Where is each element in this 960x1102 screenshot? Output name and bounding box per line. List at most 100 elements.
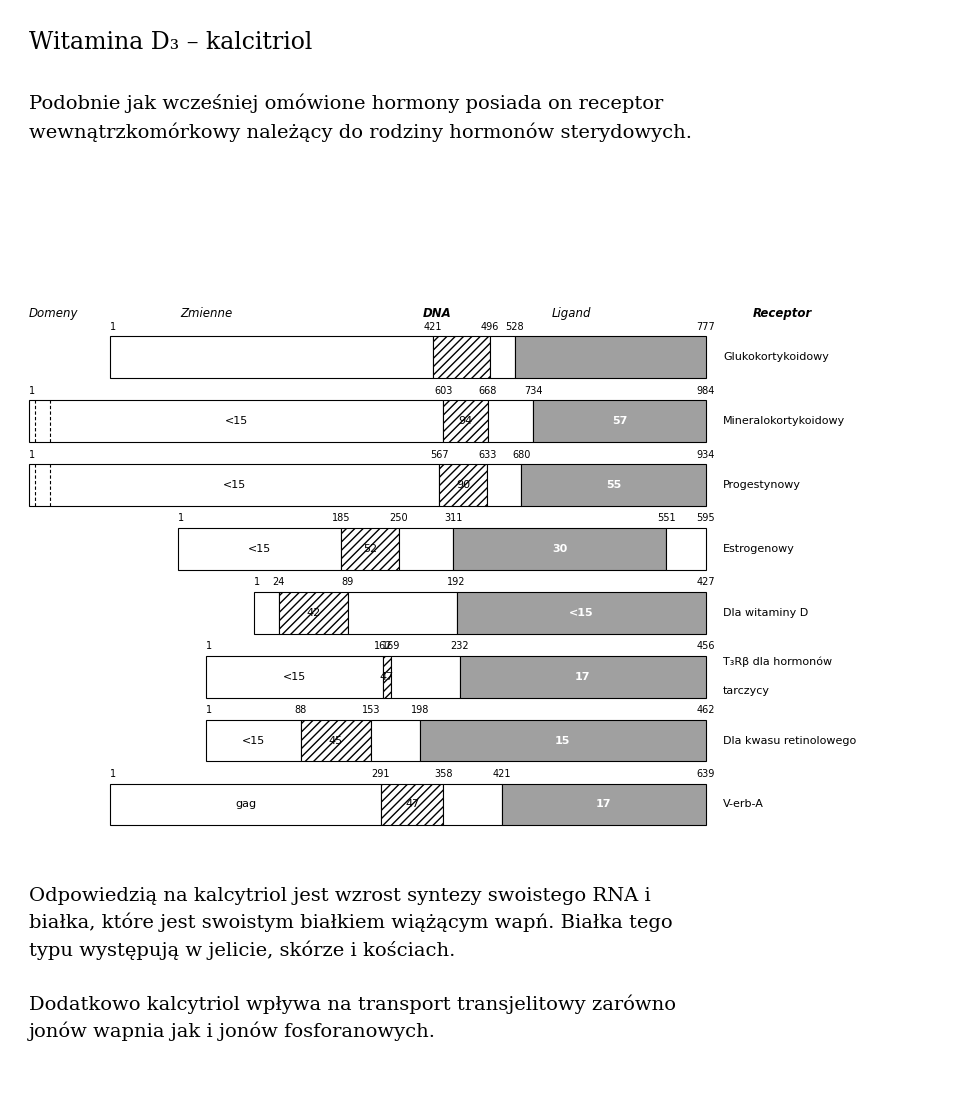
Bar	[348, 592, 457, 634]
Text: Dla kwasu retinolowego: Dla kwasu retinolowego	[723, 735, 856, 746]
Bar	[420, 720, 706, 761]
Bar	[444, 784, 502, 825]
Text: 934: 934	[696, 450, 715, 460]
Text: 15: 15	[555, 735, 570, 746]
Text: 24: 24	[273, 577, 285, 587]
Text: 639: 639	[696, 769, 715, 779]
Text: 153: 153	[362, 705, 380, 715]
Text: 94: 94	[459, 415, 472, 426]
Text: 668: 668	[479, 386, 497, 396]
Text: 90: 90	[456, 479, 470, 490]
Text: 45: 45	[328, 735, 343, 746]
Bar	[666, 528, 706, 570]
Text: 421: 421	[423, 322, 442, 332]
Text: Ligand: Ligand	[551, 306, 591, 320]
Text: 17: 17	[575, 671, 590, 682]
Text: 603: 603	[434, 386, 452, 396]
Bar	[278, 592, 348, 634]
Text: 1: 1	[178, 514, 183, 523]
Bar	[534, 400, 706, 442]
Text: 47: 47	[405, 799, 420, 810]
Text: 633: 633	[478, 450, 496, 460]
Text: 496: 496	[481, 322, 499, 332]
Text: 680: 680	[513, 450, 531, 460]
Text: 528: 528	[505, 322, 524, 332]
Text: 1: 1	[254, 577, 260, 587]
Text: Zmienne: Zmienne	[180, 306, 232, 320]
Text: 89: 89	[342, 577, 353, 587]
Text: 1: 1	[206, 641, 212, 651]
Text: 185: 185	[332, 514, 350, 523]
Text: Dla witaminy D: Dla witaminy D	[723, 607, 808, 618]
Text: 1: 1	[206, 705, 212, 715]
Text: 52: 52	[363, 543, 377, 554]
Bar	[29, 400, 444, 442]
Text: 192: 192	[447, 577, 466, 587]
Text: gag: gag	[235, 799, 256, 810]
Bar	[460, 656, 706, 698]
Text: 162: 162	[373, 641, 393, 651]
Bar	[433, 336, 490, 378]
Text: 1: 1	[110, 322, 116, 332]
Text: Witamina D₃ – kalcitriol: Witamina D₃ – kalcitriol	[29, 31, 312, 54]
Text: 1: 1	[110, 769, 116, 779]
Text: Glukokortykoidowy: Glukokortykoidowy	[723, 352, 828, 363]
Bar	[110, 784, 381, 825]
Text: 462: 462	[696, 705, 715, 715]
Text: 551: 551	[658, 514, 676, 523]
Text: V-erb-A: V-erb-A	[723, 799, 764, 810]
Text: 734: 734	[524, 386, 542, 396]
Text: 57: 57	[612, 415, 627, 426]
Text: 567: 567	[430, 450, 448, 460]
Text: <15: <15	[223, 479, 246, 490]
Bar	[254, 592, 278, 634]
Text: <15: <15	[225, 415, 248, 426]
Text: 169: 169	[381, 641, 400, 651]
Text: Receptor: Receptor	[753, 306, 812, 320]
Text: Mineralokortykoidowy: Mineralokortykoidowy	[723, 415, 845, 426]
Text: 291: 291	[372, 769, 390, 779]
Text: 456: 456	[696, 641, 715, 651]
Bar	[391, 656, 460, 698]
Bar	[440, 464, 488, 506]
Bar	[206, 720, 300, 761]
Bar	[110, 336, 433, 378]
Text: 595: 595	[696, 514, 715, 523]
Text: 311: 311	[444, 514, 463, 523]
Bar	[457, 592, 706, 634]
Bar	[29, 464, 440, 506]
Text: <15: <15	[283, 671, 306, 682]
Text: Progestynowy: Progestynowy	[723, 479, 801, 490]
Text: <15: <15	[248, 543, 271, 554]
Bar	[399, 528, 453, 570]
Text: 421: 421	[493, 769, 512, 779]
Text: Estrogenowy: Estrogenowy	[723, 543, 795, 554]
Text: 198: 198	[411, 705, 429, 715]
Bar	[488, 464, 521, 506]
Bar	[371, 720, 420, 761]
Text: 777: 777	[696, 322, 715, 332]
Text: 984: 984	[696, 386, 715, 396]
Text: 55: 55	[606, 479, 621, 490]
Text: 42: 42	[306, 607, 321, 618]
Bar	[502, 784, 706, 825]
Text: 427: 427	[696, 577, 715, 587]
Text: Domeny: Domeny	[29, 306, 79, 320]
Text: Dodatkowo kalcytriol wpływa na transport transjelitowy zarówno
jonów wapnia jak : Dodatkowo kalcytriol wpływa na transport…	[29, 994, 676, 1040]
Text: 47: 47	[380, 671, 394, 682]
Bar	[490, 336, 515, 378]
Text: 1: 1	[29, 386, 35, 396]
Text: 250: 250	[390, 514, 408, 523]
Bar	[521, 464, 706, 506]
Text: 88: 88	[295, 705, 307, 715]
Text: 358: 358	[434, 769, 453, 779]
Text: <15: <15	[569, 607, 593, 618]
Bar	[383, 656, 391, 698]
Bar	[178, 528, 341, 570]
Text: tarczycy: tarczycy	[723, 687, 770, 696]
Text: Podobnie jak wcześniej omówione hormony posiada on receptor
wewnątrzkomórkowy na: Podobnie jak wcześniej omówione hormony …	[29, 94, 692, 142]
Bar	[300, 720, 371, 761]
Text: DNA: DNA	[422, 306, 451, 320]
Bar	[444, 400, 488, 442]
Text: 232: 232	[450, 641, 469, 651]
